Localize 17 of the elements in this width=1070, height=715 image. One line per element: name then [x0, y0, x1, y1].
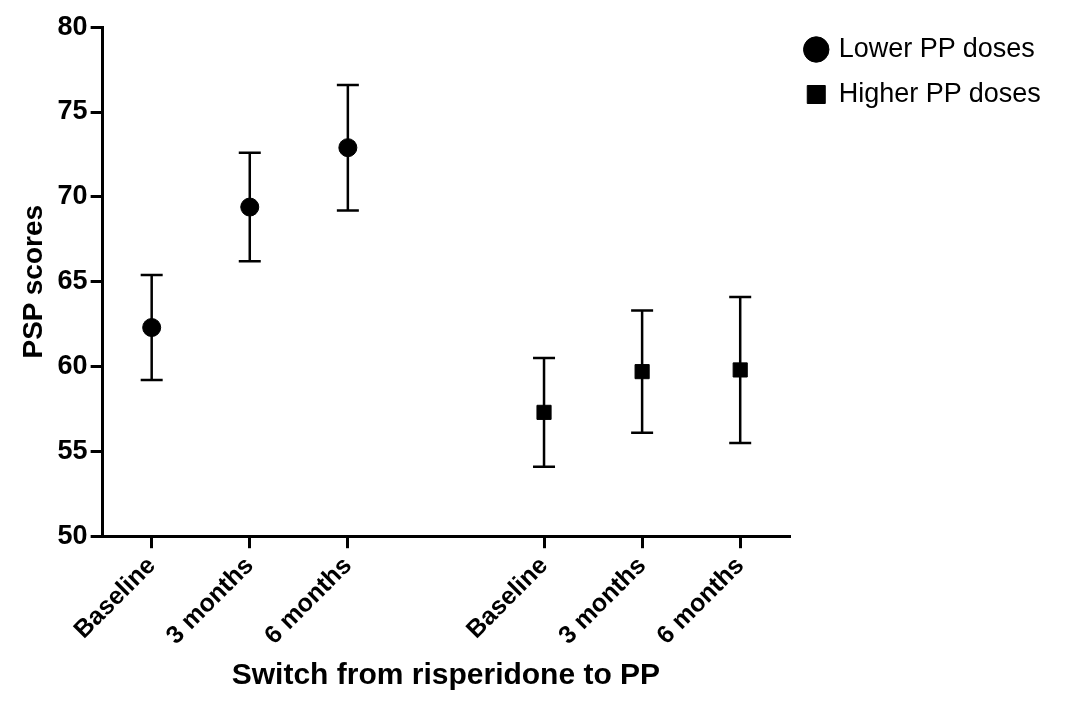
y-tick-label: 60: [57, 349, 88, 380]
y-tick-label: 50: [57, 519, 88, 550]
x-axis-title: Switch from risperidone to PP: [231, 657, 661, 691]
point: [240, 197, 260, 217]
legend-label: Lower PP doses: [838, 32, 1035, 63]
point: [634, 364, 650, 380]
legend-label: Higher PP doses: [838, 77, 1041, 108]
y-tick-label: 80: [57, 10, 88, 41]
point: [536, 404, 552, 420]
y-tick-label: 70: [57, 180, 88, 211]
y-tick-label: 65: [57, 265, 88, 296]
y-axis-title: PSP scores: [16, 204, 48, 359]
point: [338, 138, 358, 158]
point: [732, 362, 748, 378]
y-tick-label: 55: [57, 434, 88, 465]
y-tick-label: 75: [57, 95, 88, 126]
point: [142, 318, 162, 338]
